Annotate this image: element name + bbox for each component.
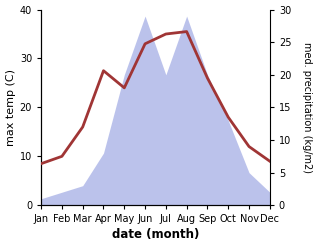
Y-axis label: med. precipitation (kg/m2): med. precipitation (kg/m2) <box>302 42 313 173</box>
Y-axis label: max temp (C): max temp (C) <box>5 69 16 146</box>
X-axis label: date (month): date (month) <box>112 228 199 242</box>
